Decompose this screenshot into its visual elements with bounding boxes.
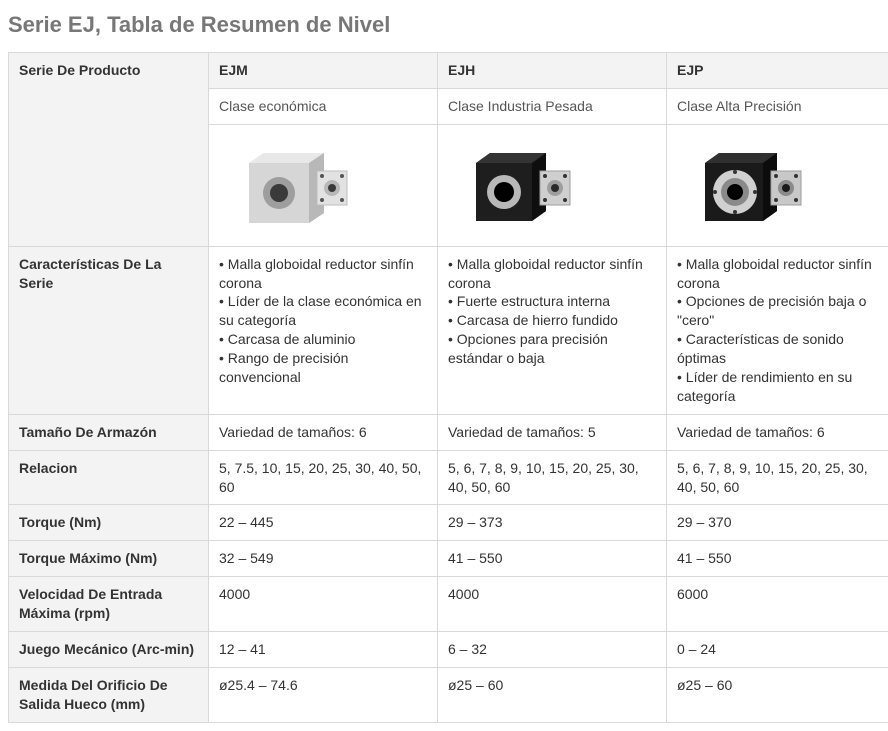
cell: 5, 7.5, 10, 15, 20, 25, 30, 40, 50, 60 bbox=[209, 450, 438, 505]
row-label: Relacion bbox=[9, 450, 209, 505]
row-label: Medida Del Orificio De Salida Hueco (mm) bbox=[9, 667, 209, 722]
cell: 0 – 24 bbox=[667, 632, 888, 668]
feature-item: Malla globoidal reductor sinfín corona bbox=[677, 255, 885, 293]
product-image-ejm bbox=[209, 124, 438, 246]
cell: 29 – 373 bbox=[438, 505, 667, 541]
product-image-ejp bbox=[667, 124, 888, 246]
table-row: Medida Del Orificio De Salida Hueco (mm)… bbox=[9, 667, 888, 722]
cell: 4000 bbox=[209, 577, 438, 632]
cell: 32 – 549 bbox=[209, 541, 438, 577]
feature-item: Líder de la clase económica en su catego… bbox=[219, 292, 427, 330]
feature-list: Malla globoidal reductor sinfín coronaOp… bbox=[677, 255, 885, 406]
feature-item: Características de sonido óptimas bbox=[677, 330, 885, 368]
row-label: Juego Mecánico (Arc-min) bbox=[9, 632, 209, 668]
row-label: Tamaño De Armazón bbox=[9, 414, 209, 450]
page-title: Serie EJ, Tabla de Resumen de Nivel bbox=[8, 12, 880, 38]
cell: 41 – 550 bbox=[438, 541, 667, 577]
table-row: Tamaño De ArmazónVariedad de tamaños: 6V… bbox=[9, 414, 888, 450]
cell: 22 – 445 bbox=[209, 505, 438, 541]
table-row: Características De La SerieMalla globoid… bbox=[9, 246, 888, 414]
feature-item: Carcasa de aluminio bbox=[219, 330, 427, 349]
feature-item: Líder de rendimiento en su categoría bbox=[677, 368, 885, 406]
cell: Malla globoidal reductor sinfín coronaOp… bbox=[667, 246, 888, 414]
row-label: Características De La Serie bbox=[9, 246, 209, 414]
row-label-product-series: Serie De Producto bbox=[9, 53, 209, 247]
cell: 5, 6, 7, 8, 9, 10, 15, 20, 25, 30, 40, 5… bbox=[667, 450, 888, 505]
row-label: Torque (Nm) bbox=[9, 505, 209, 541]
product-class-ejh: Clase Industria Pesada bbox=[438, 88, 667, 124]
product-class-ejp: Clase Alta Precisión bbox=[667, 88, 888, 124]
product-code-ejh: EJH bbox=[438, 53, 667, 89]
comparison-table: Serie De Producto EJM EJH EJP Clase econ… bbox=[8, 52, 888, 723]
cell: ø25 – 60 bbox=[438, 667, 667, 722]
row-label: Torque Máximo (Nm) bbox=[9, 541, 209, 577]
product-code-ejm: EJM bbox=[209, 53, 438, 89]
cell: 29 – 370 bbox=[667, 505, 888, 541]
table-row: Torque (Nm)22 – 44529 – 37329 – 370 bbox=[9, 505, 888, 541]
cell: Variedad de tamaños: 5 bbox=[438, 414, 667, 450]
feature-item: Malla globoidal reductor sinfín corona bbox=[219, 255, 427, 293]
feature-list: Malla globoidal reductor sinfín coronaFu… bbox=[448, 255, 656, 368]
table-row: Juego Mecánico (Arc-min)12 – 416 – 320 –… bbox=[9, 632, 888, 668]
product-code-ejp: EJP bbox=[667, 53, 888, 89]
row-label: Velocidad De Entrada Máxima (rpm) bbox=[9, 577, 209, 632]
cell: 12 – 41 bbox=[209, 632, 438, 668]
cell: 41 – 550 bbox=[667, 541, 888, 577]
header-row-codes: Serie De Producto EJM EJH EJP bbox=[9, 53, 888, 89]
cell: Malla globoidal reductor sinfín coronaLí… bbox=[209, 246, 438, 414]
feature-list: Malla globoidal reductor sinfín coronaLí… bbox=[219, 255, 427, 387]
feature-item: Malla globoidal reductor sinfín corona bbox=[448, 255, 656, 293]
table-row: Velocidad De Entrada Máxima (rpm)4000400… bbox=[9, 577, 888, 632]
table-row: Relacion5, 7.5, 10, 15, 20, 25, 30, 40, … bbox=[9, 450, 888, 505]
cell: Variedad de tamaños: 6 bbox=[667, 414, 888, 450]
ejh-gearbox-icon bbox=[448, 133, 598, 233]
cell: 6 – 32 bbox=[438, 632, 667, 668]
cell: 5, 6, 7, 8, 9, 10, 15, 20, 25, 30, 40, 5… bbox=[438, 450, 667, 505]
feature-item: Fuerte estructura interna bbox=[448, 292, 656, 311]
cell: 4000 bbox=[438, 577, 667, 632]
feature-item: Opciones de precisión baja o "cero" bbox=[677, 292, 885, 330]
feature-item: Carcasa de hierro fundido bbox=[448, 311, 656, 330]
cell: Variedad de tamaños: 6 bbox=[209, 414, 438, 450]
cell: Malla globoidal reductor sinfín coronaFu… bbox=[438, 246, 667, 414]
product-class-ejm: Clase económica bbox=[209, 88, 438, 124]
ejp-gearbox-icon bbox=[677, 133, 827, 233]
cell: ø25.4 – 74.6 bbox=[209, 667, 438, 722]
product-image-ejh bbox=[438, 124, 667, 246]
feature-item: Rango de precisión convencional bbox=[219, 349, 427, 387]
feature-item: Opciones para precisión estándar o baja bbox=[448, 330, 656, 368]
ejm-gearbox-icon bbox=[219, 133, 369, 233]
cell: ø25 – 60 bbox=[667, 667, 888, 722]
cell: 6000 bbox=[667, 577, 888, 632]
table-row: Torque Máximo (Nm)32 – 54941 – 55041 – 5… bbox=[9, 541, 888, 577]
